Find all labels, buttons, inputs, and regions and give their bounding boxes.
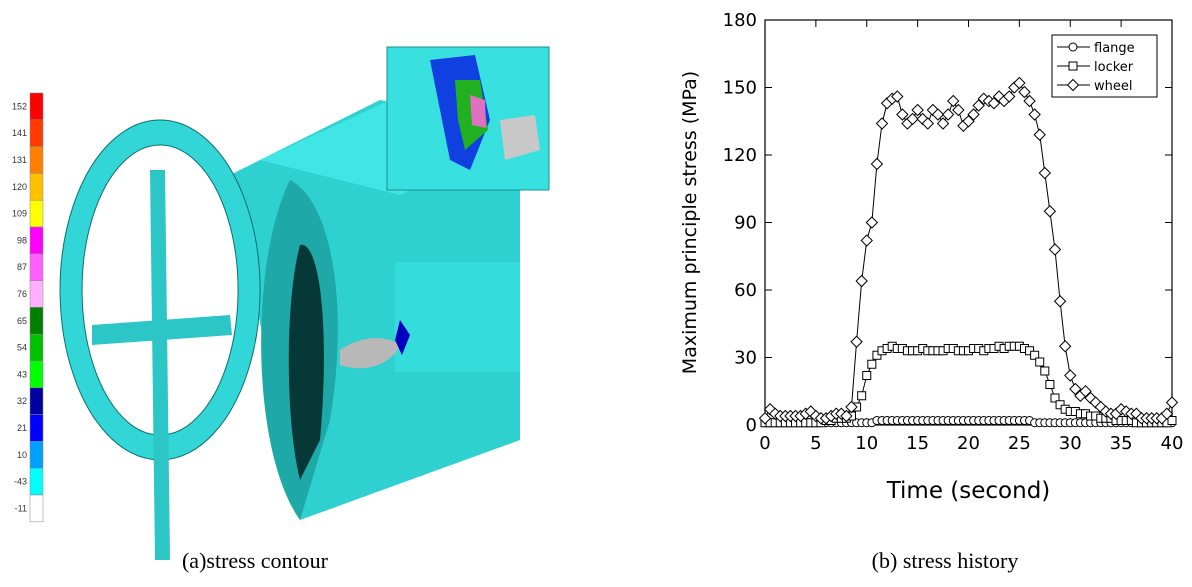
legend-label: 76 [17, 289, 27, 299]
legend-swatch [30, 147, 43, 174]
marker [953, 105, 964, 116]
legend-label: 65 [17, 316, 27, 326]
marker [863, 372, 871, 380]
marker [856, 276, 867, 287]
marker [877, 118, 888, 129]
contour-legend: 152 141 131 120 109 98 87 76 65 54 43 32 21 10 -43 -11 [12, 93, 43, 522]
x-tick-label: 0 [759, 433, 770, 454]
legend-swatch [30, 468, 43, 495]
legend-label: wheel [1094, 79, 1132, 94]
spokes [92, 170, 232, 560]
model-render [60, 47, 549, 560]
legend-swatch [30, 281, 43, 308]
x-tick-label: 30 [1059, 433, 1082, 454]
y-tick-label: 30 [734, 348, 757, 369]
y-tick-label: 60 [734, 280, 757, 301]
y-tick-label: 90 [734, 213, 757, 234]
marker [943, 109, 954, 120]
legend-label: 32 [17, 396, 27, 406]
marker [912, 105, 923, 116]
legend-swatch [30, 361, 43, 388]
marker [861, 235, 872, 246]
legend-label: 131 [12, 155, 27, 165]
marker [948, 96, 959, 107]
marker [1041, 367, 1049, 375]
legend-swatch [30, 415, 43, 442]
legend-marker [1069, 43, 1077, 51]
legend-swatch [30, 227, 43, 254]
marker [1049, 244, 1060, 255]
legend-swatch [30, 200, 43, 227]
x-tick-label: 35 [1110, 433, 1133, 454]
legend-swatch [30, 495, 43, 522]
marker [868, 360, 876, 368]
y-tick-label: 150 [723, 78, 757, 99]
legend-label: 98 [17, 235, 27, 245]
marker [1036, 358, 1044, 366]
marker [1019, 87, 1030, 98]
series-line [765, 83, 1172, 418]
legend-label: 21 [17, 423, 27, 433]
x-tick-label: 15 [906, 433, 929, 454]
legend-swatch [30, 93, 43, 120]
caption: (a)stress contour [182, 548, 329, 573]
legend-marker [1069, 62, 1077, 70]
legend-swatch [30, 307, 43, 334]
inset-stress [470, 95, 486, 128]
legend-swatch [30, 254, 43, 281]
legend-label: 87 [17, 262, 27, 272]
legend-label: flange [1094, 41, 1135, 56]
marker [897, 109, 908, 120]
legend-label: 43 [17, 369, 27, 379]
marker [851, 336, 862, 347]
y-tick-label: 180 [723, 10, 757, 31]
legend-swatch [30, 388, 43, 415]
marker [1039, 168, 1050, 179]
caption: (b) stress history [872, 548, 1019, 573]
legend-swatch [30, 441, 43, 468]
x-tick-label: 5 [810, 433, 821, 454]
marker [1065, 370, 1076, 381]
marker [1029, 109, 1040, 120]
marker [1167, 397, 1178, 408]
marker [1034, 129, 1045, 140]
marker [858, 392, 866, 400]
x-tick-label: 10 [855, 433, 878, 454]
marker [1060, 341, 1071, 352]
legend-swatch [30, 334, 43, 361]
legend-label: 152 [12, 101, 27, 111]
marker [1044, 206, 1055, 217]
marker [866, 217, 877, 228]
legend-label: 141 [12, 128, 27, 138]
marker [938, 118, 949, 129]
legend-swatch [30, 173, 43, 200]
lock-plate [395, 262, 520, 372]
legend-label: -11 [15, 503, 27, 513]
chart: 0 5 10 15 20 25 30 35 40 0 30 60 90 120 150 180 Time (se… [679, 10, 1183, 504]
legend-swatch [30, 120, 43, 147]
y-tick-label: 0 [746, 415, 757, 436]
x-axis-title: Time (second) [886, 478, 1051, 504]
marker [1055, 296, 1066, 307]
legend-label: 54 [17, 343, 27, 353]
legend-label: -43 [14, 477, 27, 487]
legend-label: 120 [12, 182, 27, 192]
x-tick-label: 20 [957, 433, 980, 454]
legend-label: 10 [17, 450, 27, 460]
y-axis-title: Maximum principle stress (MPa) [679, 71, 701, 374]
legend-label: locker [1094, 60, 1134, 75]
legend-label: 109 [12, 209, 27, 219]
marker [1046, 381, 1054, 389]
x-tick-label: 40 [1161, 433, 1184, 454]
marker [1168, 417, 1176, 425]
marker [1024, 96, 1035, 107]
figure: 152141131120109988776655443322110-43-11 … [0, 0, 1192, 587]
x-tick-label: 25 [1008, 433, 1031, 454]
y-tick-label: 120 [723, 145, 757, 166]
marker [871, 159, 882, 170]
